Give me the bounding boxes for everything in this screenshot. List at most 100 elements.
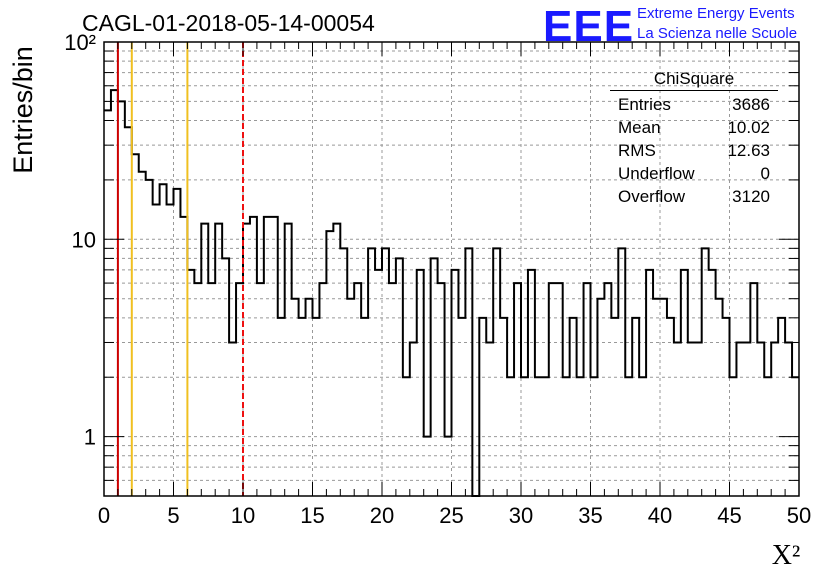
histogram-bin xyxy=(257,283,264,496)
histogram-bin xyxy=(292,299,299,496)
histogram-bin xyxy=(306,299,313,496)
y-axis-label: Entries/bin xyxy=(8,46,38,174)
histogram-bin xyxy=(347,299,354,496)
histogram-bin xyxy=(299,318,306,496)
histogram-bin xyxy=(771,342,778,496)
y-tick-label: 10 xyxy=(72,227,96,252)
histogram-bin xyxy=(528,270,535,496)
histogram-bin xyxy=(514,283,521,496)
histogram-bin xyxy=(194,283,201,496)
stats-label: Entries xyxy=(618,95,671,114)
stats-title: ChiSquare xyxy=(610,68,778,91)
histogram-bin xyxy=(750,283,757,496)
stats-row-overflow: Overflow 3120 xyxy=(610,185,778,208)
stats-box: ChiSquare Entries 3686 Mean 10.02 RMS 12.63… xyxy=(610,68,778,208)
stats-value: 10.02 xyxy=(727,118,770,137)
logo-text: Extreme Energy Events La Scienza nelle S… xyxy=(637,4,797,44)
x-tick-label: 20 xyxy=(370,503,394,528)
histogram-bin xyxy=(570,318,577,496)
histogram-bin xyxy=(549,283,556,496)
histogram-bin xyxy=(368,248,375,496)
histogram-bin xyxy=(187,270,194,496)
reference-lines xyxy=(116,42,244,496)
histogram-bin xyxy=(452,270,459,496)
histogram-bin xyxy=(709,270,716,496)
histogram-bin xyxy=(465,248,472,496)
histogram-bin xyxy=(382,248,389,496)
histogram-bin xyxy=(688,342,695,496)
stats-value: 12.63 xyxy=(727,141,770,160)
histogram-bin xyxy=(660,299,667,496)
histogram-bin xyxy=(743,342,750,496)
x-tick-label: 15 xyxy=(300,503,324,528)
histogram-bin xyxy=(111,90,118,496)
histogram-bin xyxy=(139,172,146,496)
x-tick-label: 35 xyxy=(578,503,602,528)
histogram-bin xyxy=(201,224,208,496)
histogram-bin xyxy=(375,270,382,496)
tick-labels: 0 5 10 15 20 25 30 35 40 45 50 1 10 10² xyxy=(64,30,811,528)
histogram-bin xyxy=(354,283,361,496)
histogram-bin xyxy=(778,318,785,496)
histogram-bin xyxy=(208,283,215,496)
histogram-bin xyxy=(716,299,723,496)
stats-value: 3686 xyxy=(732,95,770,114)
x-tick-label: 0 xyxy=(98,503,110,528)
stats-label: Mean xyxy=(618,118,661,137)
y-tick-label: 1 xyxy=(84,425,96,450)
histogram-bin xyxy=(215,224,222,496)
stats-row-mean: Mean 10.02 xyxy=(610,116,778,139)
x-tick-label: 40 xyxy=(648,503,672,528)
histogram-bin xyxy=(618,248,625,496)
grid-lines xyxy=(104,41,799,496)
histogram-bin xyxy=(493,248,500,496)
stats-label: RMS xyxy=(618,141,656,160)
stats-row-rms: RMS 12.63 xyxy=(610,139,778,162)
y-tick-label: 10² xyxy=(64,30,96,55)
x-axis-label: X² xyxy=(772,540,801,571)
histogram-bin xyxy=(500,318,507,496)
histogram-bin xyxy=(632,318,639,496)
histogram-bin xyxy=(785,342,792,496)
x-tick-label: 25 xyxy=(439,503,463,528)
histogram-bin xyxy=(702,248,709,496)
histogram-bin xyxy=(333,224,340,496)
histogram-bin xyxy=(438,283,445,496)
histogram-bin xyxy=(674,342,681,496)
histogram-bin xyxy=(681,270,688,496)
histogram-bin xyxy=(326,231,333,496)
histogram-bin xyxy=(236,283,243,496)
stats-row-entries: Entries 3686 xyxy=(610,93,778,116)
stats-value: 3120 xyxy=(732,187,770,206)
histogram-bin xyxy=(243,224,250,496)
histogram-bin xyxy=(229,342,236,496)
histogram-bin xyxy=(723,318,730,496)
histogram-bin xyxy=(104,110,111,496)
stats-value: 0 xyxy=(760,164,770,183)
histogram-bin xyxy=(319,283,326,496)
eee-logo: EEE xyxy=(543,2,635,51)
x-tick-label: 45 xyxy=(717,503,741,528)
histogram-bin xyxy=(486,342,493,496)
histogram-bin xyxy=(410,342,417,496)
histogram-bin xyxy=(361,318,368,496)
histogram-bin xyxy=(736,342,743,496)
x-tick-label: 30 xyxy=(509,503,533,528)
stats-row-underflow: Underflow 0 xyxy=(610,162,778,185)
histogram-bin xyxy=(285,224,292,496)
histogram-bin xyxy=(646,270,653,496)
axes xyxy=(103,41,800,497)
logo-line-1: Extreme Energy Events xyxy=(637,5,795,22)
histogram-bin xyxy=(604,283,611,496)
histogram-bin xyxy=(458,318,465,496)
histogram-bin xyxy=(389,283,396,496)
histogram-bin xyxy=(132,154,139,496)
histogram-bin xyxy=(757,342,764,496)
histogram-bin xyxy=(556,283,563,496)
stats-label: Overflow xyxy=(618,187,686,206)
histogram-outline xyxy=(104,89,799,497)
histogram-bars xyxy=(104,89,799,497)
chart-title: CAGL-01-2018-05-14-00054 xyxy=(82,10,375,36)
histogram-bin xyxy=(695,342,702,496)
